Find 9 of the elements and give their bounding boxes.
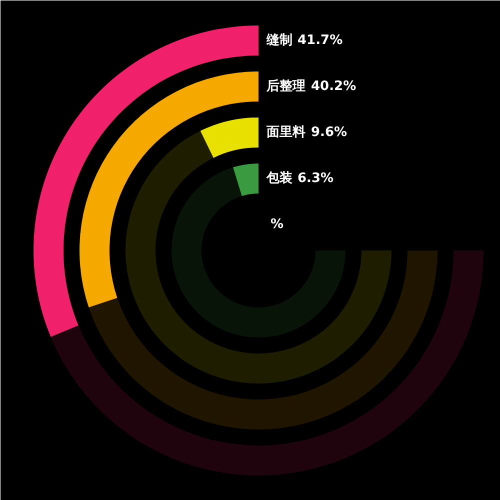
category-label: 缝制 — [266, 33, 292, 48]
data-label: 41.7% — [298, 33, 343, 48]
text: % — [270, 217, 284, 232]
data-label: 9.6% — [311, 125, 348, 140]
data-label: 40.2% — [311, 79, 356, 94]
category-label: 包装 — [266, 171, 292, 186]
category-label: 后整理 — [266, 78, 306, 94]
data-label: 6.3% — [298, 171, 334, 186]
category-label: 面里料 — [266, 125, 306, 140]
